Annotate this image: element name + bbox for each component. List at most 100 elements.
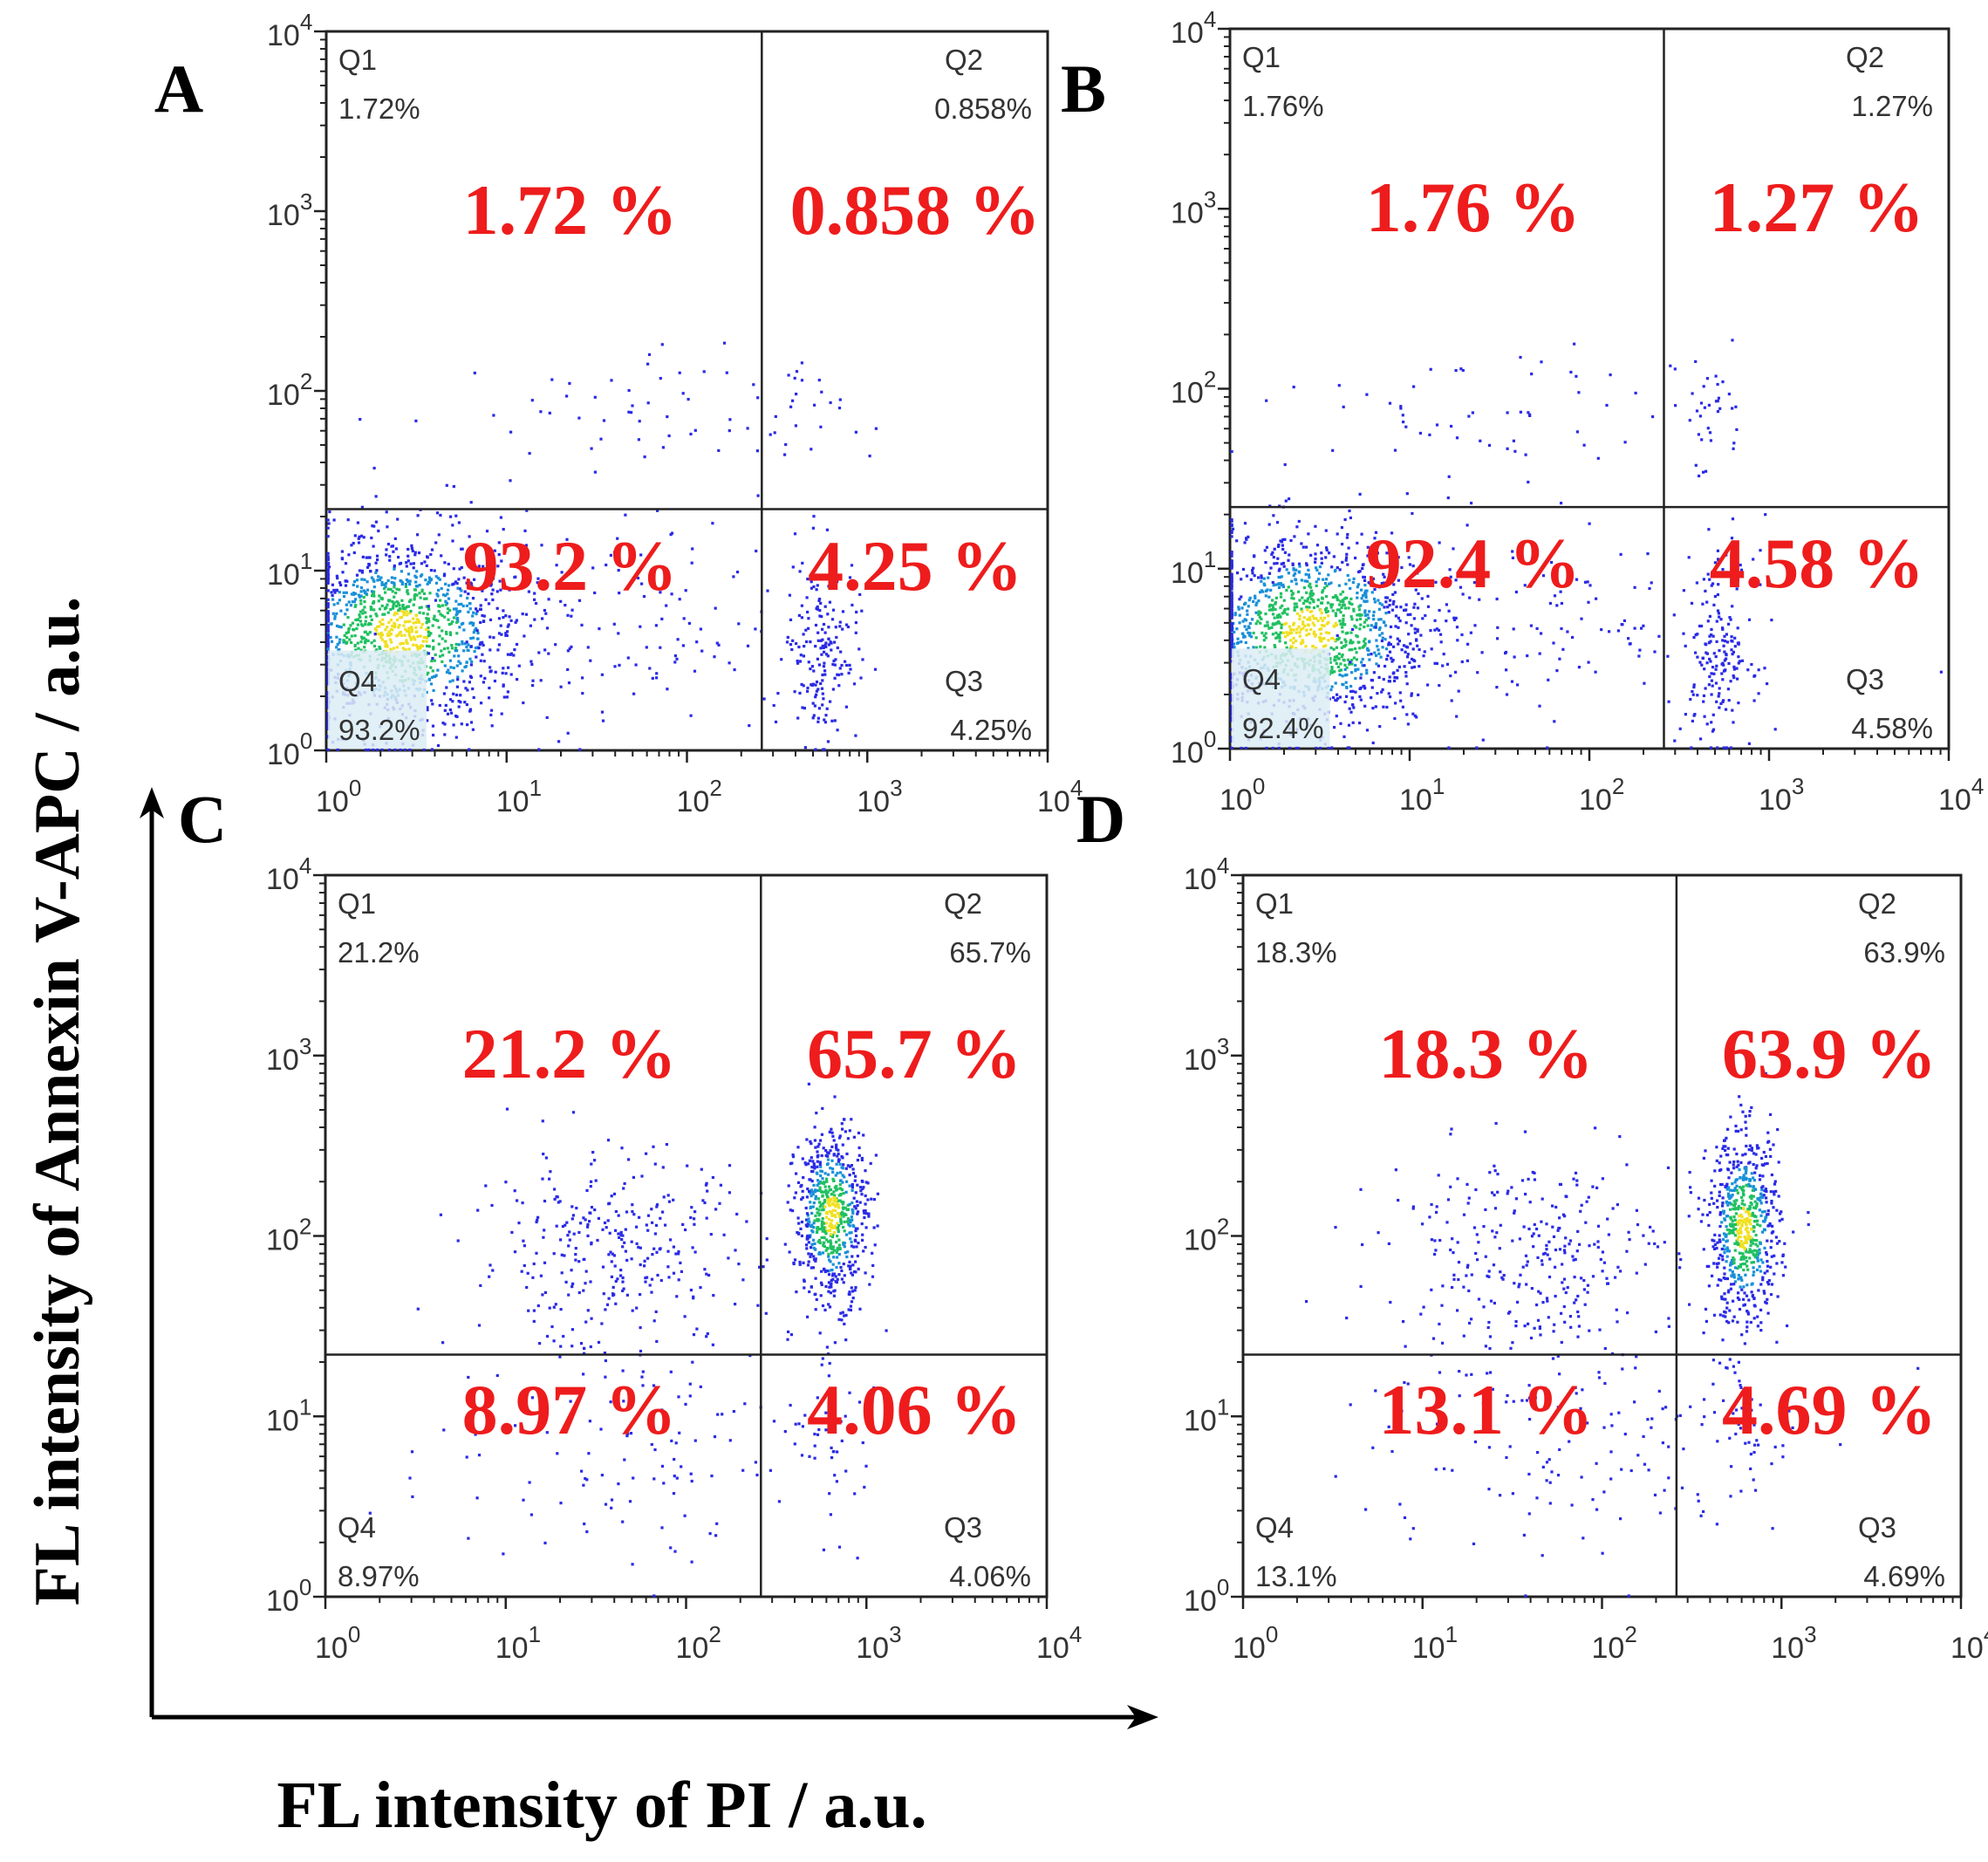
data-point bbox=[487, 602, 491, 606]
x-tick-label: 102 bbox=[1579, 773, 1624, 817]
data-point bbox=[452, 567, 455, 571]
data-point bbox=[1577, 391, 1581, 394]
data-point bbox=[835, 635, 838, 640]
data-point bbox=[1748, 1218, 1752, 1222]
data-point bbox=[482, 681, 485, 684]
data-point bbox=[849, 667, 852, 671]
data-point bbox=[468, 607, 472, 611]
data-point bbox=[416, 585, 420, 588]
data-point bbox=[1406, 653, 1410, 656]
data-point bbox=[802, 684, 805, 688]
data-point bbox=[817, 1142, 821, 1146]
data-point bbox=[443, 615, 447, 619]
data-point bbox=[533, 592, 536, 595]
data-point bbox=[841, 1127, 844, 1131]
data-point bbox=[814, 1195, 817, 1198]
data-point bbox=[825, 1177, 829, 1181]
data-point bbox=[1472, 581, 1476, 585]
data-point bbox=[443, 561, 447, 565]
data-point bbox=[838, 1247, 842, 1250]
data-point bbox=[844, 660, 847, 663]
data-point bbox=[1334, 595, 1337, 599]
data-point bbox=[1702, 470, 1705, 474]
data-point bbox=[483, 676, 487, 680]
data-point bbox=[496, 648, 500, 652]
data-point bbox=[444, 582, 447, 585]
data-point bbox=[645, 1152, 648, 1155]
data-point bbox=[472, 621, 475, 625]
data-point bbox=[1230, 616, 1233, 620]
data-point bbox=[1353, 624, 1356, 627]
data-point bbox=[1588, 584, 1592, 587]
data-point bbox=[1363, 584, 1367, 587]
data-point bbox=[1349, 639, 1353, 642]
data-point bbox=[845, 1152, 849, 1156]
data-point bbox=[1309, 553, 1313, 557]
data-point bbox=[600, 1474, 604, 1477]
data-point bbox=[1299, 627, 1303, 632]
data-point bbox=[577, 1260, 581, 1263]
data-point bbox=[810, 1266, 813, 1270]
data-point bbox=[1732, 674, 1735, 678]
data-point bbox=[1356, 635, 1359, 639]
data-point bbox=[1710, 672, 1713, 675]
data-point bbox=[842, 1207, 845, 1210]
data-point bbox=[1586, 580, 1589, 584]
data-point bbox=[844, 1469, 848, 1473]
data-point bbox=[1288, 746, 1292, 750]
data-point bbox=[834, 1275, 837, 1278]
data-point bbox=[431, 724, 435, 728]
data-point bbox=[370, 576, 373, 579]
data-point bbox=[832, 659, 836, 663]
data-point bbox=[610, 1195, 613, 1198]
data-point bbox=[810, 1142, 813, 1146]
data-point bbox=[449, 622, 453, 626]
data-point bbox=[1347, 723, 1351, 727]
data-point bbox=[734, 1249, 737, 1252]
data-point bbox=[468, 585, 471, 590]
data-point bbox=[1278, 576, 1281, 579]
data-point bbox=[807, 1162, 810, 1166]
data-point bbox=[1259, 645, 1262, 648]
data-point bbox=[617, 1214, 620, 1217]
data-point bbox=[1566, 630, 1569, 633]
data-point bbox=[379, 633, 383, 638]
data-point bbox=[1495, 686, 1499, 689]
data-point bbox=[836, 1154, 839, 1158]
data-point bbox=[420, 590, 424, 593]
data-point bbox=[810, 586, 813, 590]
data-point bbox=[838, 625, 842, 628]
data-point bbox=[374, 561, 378, 565]
y-tick-label: 102 bbox=[267, 368, 312, 412]
data-point bbox=[1397, 642, 1400, 646]
data-point bbox=[853, 1270, 857, 1274]
data-point bbox=[823, 605, 827, 608]
data-point bbox=[534, 601, 538, 606]
data-point bbox=[577, 1290, 581, 1295]
data-point bbox=[1475, 746, 1479, 750]
data-point bbox=[1341, 626, 1344, 629]
data-point bbox=[479, 604, 482, 607]
data-point bbox=[1496, 626, 1500, 629]
data-point bbox=[855, 1245, 858, 1249]
data-point bbox=[804, 1163, 808, 1167]
data-point bbox=[810, 448, 813, 451]
data-point bbox=[851, 1263, 855, 1267]
data-point bbox=[680, 1465, 683, 1468]
data-point bbox=[386, 603, 389, 606]
data-point bbox=[547, 652, 550, 655]
data-point bbox=[1276, 557, 1280, 560]
data-point bbox=[414, 419, 418, 422]
data-point bbox=[1233, 613, 1237, 617]
data-point bbox=[1749, 1250, 1752, 1254]
data-point bbox=[433, 614, 436, 618]
data-point bbox=[1476, 671, 1479, 674]
data-point bbox=[828, 1258, 831, 1262]
data-point bbox=[1405, 713, 1409, 716]
y-tick-label: 103 bbox=[266, 1033, 311, 1077]
data-point bbox=[1623, 441, 1627, 444]
data-point bbox=[789, 643, 793, 647]
data-point bbox=[1265, 545, 1268, 549]
data-point bbox=[434, 674, 438, 677]
data-point bbox=[817, 599, 821, 602]
